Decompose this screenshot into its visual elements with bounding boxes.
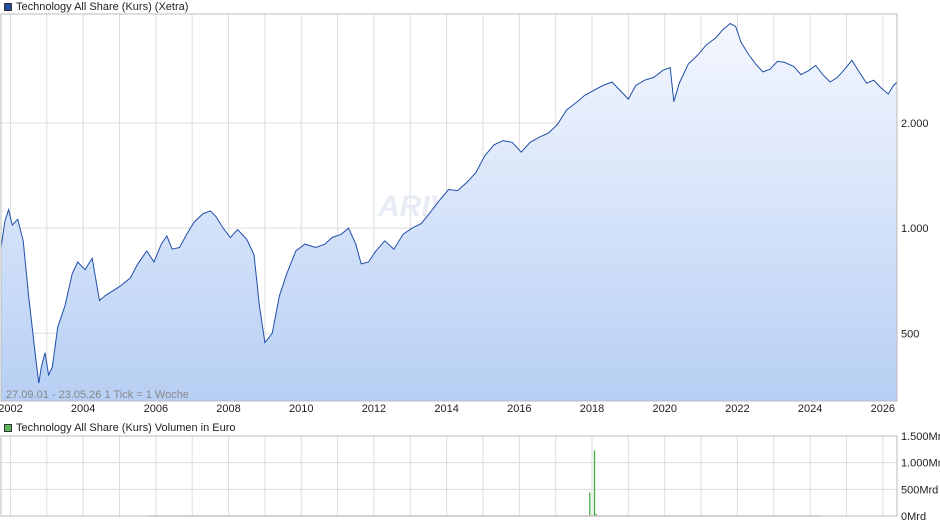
x-tick-label: 2006: [144, 403, 168, 415]
x-tick-label: 2008: [216, 403, 240, 415]
x-tick-label: 2016: [507, 403, 531, 415]
y-tick-label: 500Mrd: [901, 484, 938, 496]
price-legend-label: Technology All Share (Kurs) (Xetra): [16, 1, 189, 13]
price-panel-frame: [0, 13, 898, 402]
volume-y-axis: 1.500Mrd 1.000Mrd 500Mrd 0Mrd: [901, 431, 940, 523]
volume-bar: [595, 513, 597, 516]
volume-gridlines: [1, 435, 897, 517]
x-tick-label: 2010: [289, 403, 313, 415]
x-tick-label: 2026: [871, 403, 895, 415]
price-y-axis: 2.000 1.000 500: [901, 118, 929, 340]
price-legend-swatch: [4, 3, 12, 11]
y-tick-label: 0Mrd: [901, 511, 926, 523]
x-tick-label: 2020: [652, 403, 676, 415]
x-tick-label: 2018: [580, 403, 604, 415]
x-tick-label: 2004: [71, 403, 95, 415]
y-tick-label: 2.000: [901, 118, 929, 130]
volume-legend: Technology All Share (Kurs) Volumen in E…: [4, 422, 236, 434]
x-tick-label: 2002: [0, 403, 23, 415]
volume-bars: [589, 450, 597, 516]
volume-bar: [593, 450, 596, 516]
x-tick-label: 2024: [798, 403, 822, 415]
y-tick-label: 1.000Mrd: [901, 458, 940, 470]
y-tick-label: 1.000: [901, 223, 929, 235]
volume-legend-swatch: [4, 424, 12, 432]
x-tick-label: 2022: [725, 403, 749, 415]
price-legend: Technology All Share (Kurs) (Xetra): [4, 1, 188, 13]
y-tick-label: 500: [901, 328, 919, 340]
y-tick-label: 1.500Mrd: [901, 431, 940, 443]
range-info: 27.09.01 - 23.05.26 1 Tick = 1 Woche: [6, 389, 189, 401]
x-tick-label: 2012: [362, 403, 386, 415]
volume-legend-label: Technology All Share (Kurs) Volumen in E…: [16, 422, 236, 434]
price-line: [0, 22, 898, 384]
time-x-axis: 2002 2004 2006 2008 2010 2012 2014 2016 2018 2020…: [0, 403, 895, 415]
volume-panel-frame: [0, 435, 898, 517]
price-area: [1, 23, 897, 401]
x-tick-label: 2014: [434, 403, 458, 415]
volume-bar: [589, 492, 591, 516]
